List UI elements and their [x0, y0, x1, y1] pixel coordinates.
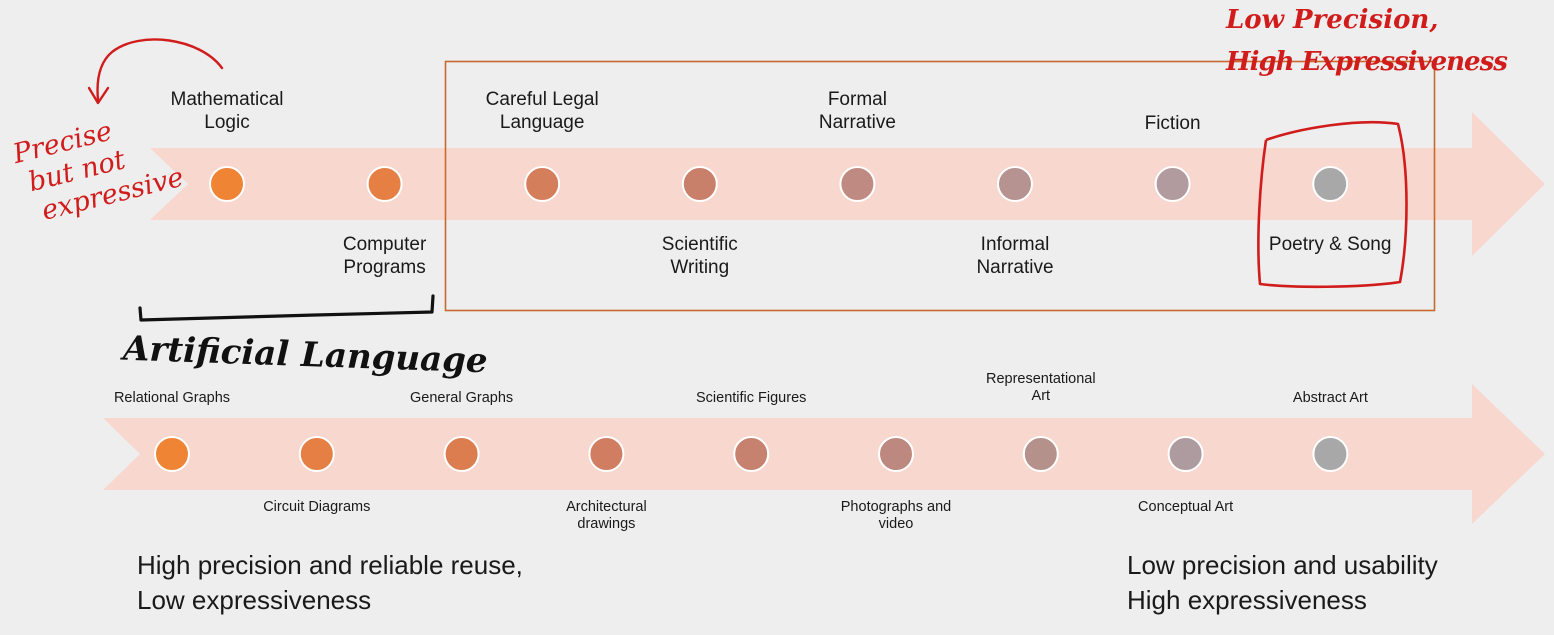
bottom-left-line-2: Low expressiveness — [137, 585, 372, 616]
top-scale-dot-8 — [1312, 166, 1349, 202]
curved-arrow-annotation — [96, 38, 224, 102]
bottom-scale-label-4-line-1: Architectural — [566, 499, 647, 515]
top-scale-dot-7 — [1154, 166, 1191, 202]
top-scale-label-4-line-2: Writing — [670, 256, 730, 278]
bottom-scale-label-7: Representational Art — [966, 371, 1116, 406]
top-scale-label-4-line-1: Scientific — [661, 234, 738, 255]
top-scale-label-1-line-1: Mathematical — [170, 89, 284, 110]
top-scale-dot-3 — [524, 166, 561, 202]
bottom-scale-dot-1 — [154, 436, 190, 472]
bottom-scale-label-6-line-1: Photographs and — [840, 499, 952, 515]
bottom-scale-label-6: Photographs and video — [821, 499, 971, 534]
top-scale-label-3: Careful Legal Language — [457, 89, 627, 135]
bottom-scale-label-3: General Graphs — [387, 390, 537, 407]
poetry-highlight-box — [1257, 120, 1408, 289]
bottom-scale-label-2-line-1: Circuit Diagrams — [263, 499, 371, 515]
top-scale-dot-4 — [681, 166, 718, 202]
bottom-left-line-1: High precision and reliable reuse, — [137, 550, 523, 580]
low-precision-line-2: High Expressiveness — [1226, 46, 1508, 77]
bottom-scale-label-2: Circuit Diagrams — [242, 499, 392, 516]
bottom-scale-label-4: Architectural drawings — [531, 499, 681, 534]
bottom-scale-arrow — [103, 384, 1545, 524]
bottom-right-caption: Low precision and usability High express… — [1127, 548, 1438, 619]
bottom-right-line-2: High expressiveness — [1127, 585, 1367, 616]
natural-language-frame — [444, 60, 1436, 312]
bottom-scale-label-6-line-2: video — [878, 516, 914, 533]
top-scale-dot-1 — [209, 166, 245, 202]
top-scale-label-7: Fiction — [1088, 113, 1258, 136]
bottom-left-caption: High precision and reliable reuse, Low e… — [137, 548, 523, 619]
top-scale-label-2-line-2: Programs — [343, 256, 426, 278]
top-scale-label-6-line-1: Informal — [980, 234, 1050, 255]
top-scale-dots — [209, 166, 1349, 202]
bottom-scale-label-5-line-1: Scientific Figures — [695, 389, 807, 406]
top-scale-label-8-line-1: Poetry & Song — [1268, 234, 1392, 255]
bottom-scale-label-3-line-1: General Graphs — [410, 389, 514, 406]
bottom-scale-dot-9 — [1312, 436, 1349, 472]
top-scale-label-1: Mathematical Logic — [142, 89, 312, 135]
bottom-scale-label-8-line-1: Conceptual Art — [1138, 499, 1234, 515]
top-scale-label-4: Scientific Writing — [615, 234, 785, 280]
top-scale-dot-5 — [839, 166, 876, 202]
top-scale-label-7-line-1: Fiction — [1144, 112, 1201, 134]
top-scale-label-8: Poetry & Song — [1245, 234, 1415, 257]
bottom-scale-dot-4 — [588, 436, 625, 472]
top-scale-label-2: Computer Programs — [300, 234, 470, 280]
bottom-scale-label-1-line-1: Relational Graphs — [113, 389, 231, 406]
bottom-scale-label-9: Abstract Art — [1255, 390, 1405, 407]
top-scale-label-2-line-1: Computer — [342, 234, 427, 255]
top-scale-label-5-line-2: Narrative — [818, 111, 896, 133]
bottom-scale-label-7-line-1: Representational — [985, 371, 1096, 387]
bottom-scale-dot-2 — [298, 436, 335, 472]
bottom-scale-label-8: Conceptual Art — [1111, 499, 1261, 516]
bottom-scale-dots — [154, 436, 1349, 472]
top-scale-label-5: Formal Narrative — [772, 89, 942, 135]
bottom-scale-label-5: Scientific Figures — [676, 390, 826, 407]
top-scale-label-6: Informal Narrative — [930, 234, 1100, 280]
bottom-scale-dot-7 — [1022, 436, 1059, 472]
bottom-scale-label-1: Relational Graphs — [97, 390, 247, 407]
top-scale-label-3-line-2: Language — [499, 111, 585, 133]
bottom-scale-label-9-line-1: Abstract Art — [1292, 389, 1368, 406]
top-scale-label-1-line-2: Logic — [204, 111, 250, 133]
bottom-scale-dot-3 — [443, 436, 480, 472]
bottom-scale-dot-5 — [733, 436, 770, 472]
top-scale-dot-6 — [997, 166, 1033, 202]
curved-arrow-head — [87, 86, 110, 105]
low-precision-annotation: Low Precision, High Expressiveness — [1226, 5, 1508, 78]
bottom-scale-dot-8 — [1167, 436, 1204, 472]
low-precision-line-1: Low Precision, — [1226, 5, 1439, 35]
top-scale-dot-2 — [366, 166, 403, 202]
bottom-scale-dot-6 — [878, 436, 914, 472]
artificial-language-bracket — [138, 294, 435, 322]
bottom-right-line-1: Low precision and usability — [1127, 550, 1438, 580]
top-scale-label-6-line-2: Narrative — [976, 256, 1054, 278]
bottom-scale-label-7-line-2: Art — [1031, 388, 1051, 405]
top-scale-label-5-line-1: Formal — [827, 89, 887, 110]
top-scale-label-3-line-1: Careful Legal — [485, 89, 599, 110]
bottom-scale-label-4-line-2: drawings — [577, 516, 636, 533]
